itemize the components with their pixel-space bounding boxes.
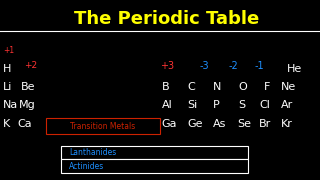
- Text: Actinides: Actinides: [69, 162, 104, 171]
- Text: Br: Br: [259, 119, 271, 129]
- Text: -1: -1: [254, 61, 264, 71]
- Text: -3: -3: [200, 61, 210, 71]
- Text: Ar: Ar: [281, 100, 293, 110]
- Text: K: K: [3, 119, 11, 129]
- Text: Transition Metals: Transition Metals: [70, 122, 136, 131]
- Text: Lanthanides: Lanthanides: [69, 148, 116, 157]
- Text: Kr: Kr: [281, 119, 293, 129]
- Text: +3: +3: [160, 61, 174, 71]
- Text: Cl: Cl: [259, 100, 270, 110]
- Text: P: P: [213, 100, 220, 110]
- Text: Be: Be: [21, 82, 35, 92]
- Text: B: B: [162, 82, 169, 92]
- Text: +2: +2: [24, 61, 37, 70]
- Bar: [61, 159, 248, 173]
- Text: As: As: [213, 119, 226, 129]
- Text: Ca: Ca: [18, 119, 32, 129]
- Text: Na: Na: [3, 100, 19, 110]
- Text: Se: Se: [237, 119, 251, 129]
- Text: Ga: Ga: [162, 119, 177, 129]
- Text: Ne: Ne: [281, 82, 296, 92]
- Text: C: C: [187, 82, 195, 92]
- Text: +1: +1: [3, 46, 14, 55]
- Text: F: F: [264, 82, 270, 92]
- Bar: [61, 146, 248, 159]
- Text: O: O: [238, 82, 247, 92]
- Text: S: S: [238, 100, 245, 110]
- Text: Mg: Mg: [19, 100, 36, 110]
- Text: Si: Si: [187, 100, 197, 110]
- Text: Ge: Ge: [187, 119, 203, 129]
- Text: Li: Li: [3, 82, 12, 92]
- Text: H: H: [3, 64, 12, 74]
- Text: N: N: [213, 82, 221, 92]
- Text: He: He: [286, 64, 302, 74]
- Text: The Periodic Table: The Periodic Table: [74, 10, 259, 28]
- Bar: [46, 118, 160, 134]
- Text: -2: -2: [229, 61, 238, 71]
- Text: Al: Al: [162, 100, 172, 110]
